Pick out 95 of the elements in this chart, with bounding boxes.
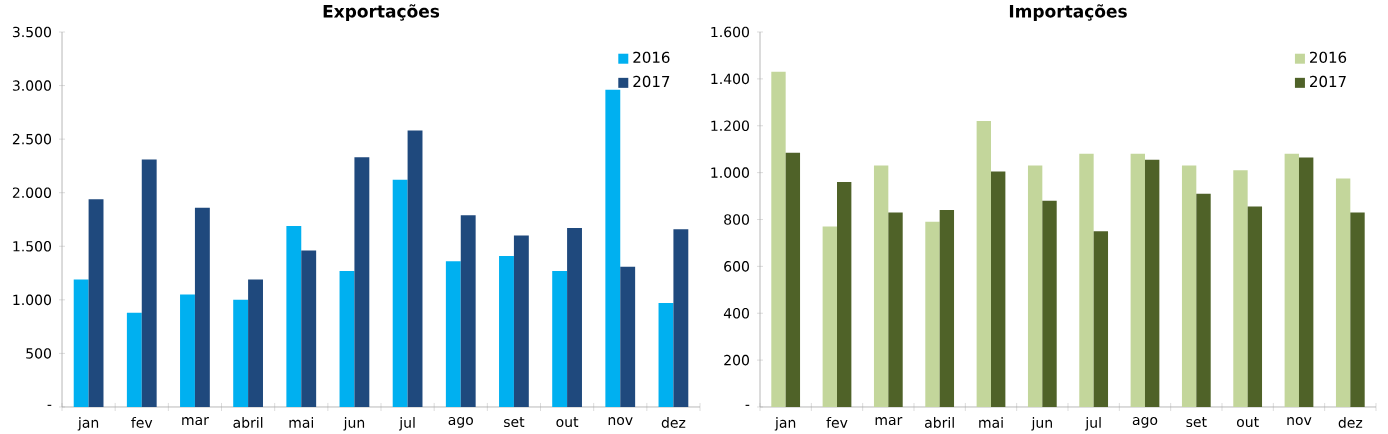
bar xyxy=(460,215,476,407)
bar xyxy=(1093,231,1109,407)
y-tick-label: 1.000 xyxy=(13,294,52,306)
x-tick-label: ago xyxy=(448,417,473,428)
x-tick-label: out xyxy=(1236,417,1259,428)
bar xyxy=(126,312,142,407)
x-tick-label: mai xyxy=(979,417,1003,428)
x-tick-label: dez xyxy=(1338,417,1363,428)
x-tick-label: mar xyxy=(875,417,903,426)
bar xyxy=(248,279,263,407)
y-tick-label: - xyxy=(47,404,52,406)
y-tick-label: 500 xyxy=(26,348,52,359)
bar xyxy=(976,121,991,407)
bar xyxy=(194,207,210,407)
bar xyxy=(407,130,423,407)
x-tick-label: fev xyxy=(826,417,848,428)
y-tick-label: 1.400 xyxy=(711,73,749,85)
bar xyxy=(605,89,621,407)
bar xyxy=(1079,153,1094,407)
y-tick-label: 1.500 xyxy=(13,240,52,252)
y-tick-label: 1.200 xyxy=(711,120,749,132)
y-tick-label: 400 xyxy=(723,307,749,319)
bar xyxy=(658,303,674,407)
legend-label: 2016 xyxy=(1310,51,1347,63)
y-tick-label: - xyxy=(745,404,750,406)
y-tick-label: 600 xyxy=(724,261,749,272)
bar xyxy=(233,299,249,407)
y-tick-label: 3.500 xyxy=(12,26,52,38)
bar xyxy=(1130,153,1145,407)
x-tick-label: nov xyxy=(608,417,633,426)
bar xyxy=(301,250,317,407)
bar xyxy=(939,210,955,407)
x-tick-label: set xyxy=(1186,417,1207,428)
bar xyxy=(1335,178,1351,407)
x-tick-label: mai xyxy=(289,417,313,428)
bar xyxy=(513,235,529,407)
bar xyxy=(1027,165,1043,407)
bar xyxy=(785,152,801,407)
x-tick-label: dez xyxy=(661,417,686,428)
bar xyxy=(567,228,582,407)
bar xyxy=(499,255,514,407)
bar xyxy=(1042,200,1057,407)
bar xyxy=(1350,212,1365,407)
x-tick-label: jul xyxy=(399,417,415,431)
x-tick-label: nov xyxy=(1287,417,1312,426)
legend-label: 2016 xyxy=(633,51,670,63)
chart-title: Exportações xyxy=(323,4,440,21)
bar xyxy=(822,226,837,407)
bar xyxy=(620,266,636,407)
bar xyxy=(552,270,568,407)
x-tick-label: jun xyxy=(1031,417,1052,431)
bar xyxy=(673,229,689,407)
bar xyxy=(392,179,408,407)
bar xyxy=(88,199,104,407)
bar xyxy=(339,270,355,407)
bar xyxy=(1196,193,1211,407)
bar xyxy=(73,279,89,407)
y-tick-label: 2.500 xyxy=(12,133,52,145)
y-tick-label: 2.000 xyxy=(12,187,52,198)
x-tick-label: jun xyxy=(343,417,365,431)
bar xyxy=(1144,159,1160,407)
x-tick-label: ago xyxy=(1132,417,1158,428)
chart-title: Importações xyxy=(1009,4,1127,21)
x-tick-label: abril xyxy=(925,417,954,428)
x-tick-label: abril xyxy=(233,417,263,428)
bar xyxy=(991,171,1006,407)
x-tick-label: jan xyxy=(77,417,99,431)
y-tick-label: 1.000 xyxy=(711,167,749,178)
y-tick-label: 1.600 xyxy=(711,26,749,38)
bar xyxy=(1181,165,1197,407)
bar xyxy=(1233,170,1248,407)
bar xyxy=(1298,157,1314,407)
bar xyxy=(286,225,302,407)
bar xyxy=(445,261,461,407)
bar xyxy=(354,157,370,407)
x-tick-label: mar xyxy=(182,417,209,426)
bar xyxy=(771,71,786,407)
bar xyxy=(141,159,157,407)
bar xyxy=(180,294,195,407)
y-tick-label: 3.000 xyxy=(12,80,52,91)
x-tick-label: fev xyxy=(131,417,153,428)
y-tick-label: 800 xyxy=(724,214,749,225)
bar xyxy=(837,181,852,407)
bar xyxy=(1247,206,1263,407)
bar xyxy=(925,221,940,407)
bar xyxy=(1284,153,1299,407)
x-tick-label: jan xyxy=(774,417,796,431)
legend-label: 2017 xyxy=(633,75,670,88)
bar xyxy=(888,212,903,407)
x-tick-label: jul xyxy=(1085,417,1101,431)
y-tick-label: 200 xyxy=(724,354,749,366)
bar xyxy=(873,165,889,407)
legend-label: 2017 xyxy=(1310,75,1346,88)
x-tick-label: set xyxy=(503,417,525,428)
x-tick-label: out xyxy=(556,417,579,428)
